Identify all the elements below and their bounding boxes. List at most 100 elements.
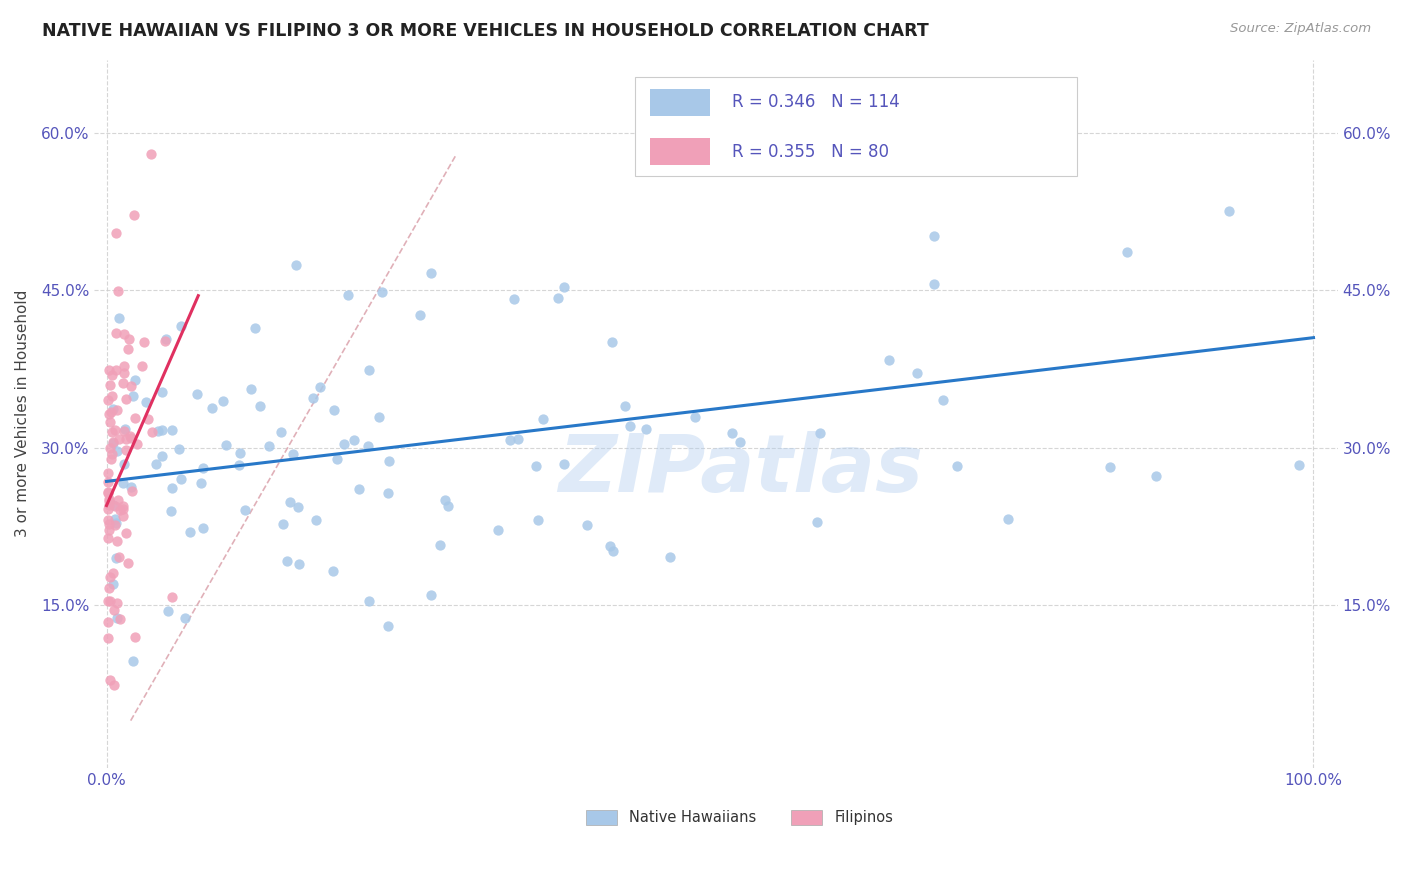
Point	[101, 435, 124, 450]
Point	[228, 458, 250, 473]
Point	[287, 500, 309, 514]
Text: R = 0.346   N = 114: R = 0.346 N = 114	[733, 93, 900, 112]
Point	[683, 409, 706, 424]
Point	[98, 363, 121, 377]
Point	[721, 426, 744, 441]
Point	[191, 521, 214, 535]
Point	[808, 426, 831, 441]
Point	[153, 334, 176, 348]
Point	[377, 486, 399, 500]
Point	[233, 503, 256, 517]
Point	[148, 424, 170, 438]
Point	[97, 475, 120, 490]
Point	[527, 513, 550, 527]
Point	[486, 523, 509, 537]
Point	[97, 494, 120, 508]
Point	[97, 513, 120, 527]
Point	[98, 593, 121, 607]
Point	[371, 285, 394, 299]
Point	[112, 457, 135, 471]
Point	[135, 394, 157, 409]
Point	[98, 415, 121, 429]
Point	[326, 452, 349, 467]
Point	[115, 525, 138, 540]
Point	[112, 359, 135, 373]
Point	[97, 531, 120, 545]
FancyBboxPatch shape	[650, 138, 710, 165]
Point	[112, 366, 135, 380]
FancyBboxPatch shape	[790, 810, 821, 825]
Point	[229, 446, 252, 460]
Point	[125, 437, 148, 451]
Point	[115, 392, 138, 406]
Point	[104, 511, 127, 525]
Point	[997, 512, 1019, 526]
Point	[273, 517, 295, 532]
Point	[98, 377, 121, 392]
Point	[503, 292, 526, 306]
Point	[98, 516, 121, 531]
Text: Native Hawaiians: Native Hawaiians	[628, 810, 756, 825]
Point	[193, 460, 215, 475]
Point	[877, 352, 900, 367]
Point	[333, 437, 356, 451]
Point	[101, 368, 124, 382]
Point	[1098, 459, 1121, 474]
Point	[97, 485, 120, 500]
Point	[105, 326, 128, 341]
Point	[117, 333, 139, 347]
Point	[107, 549, 129, 564]
FancyBboxPatch shape	[650, 88, 710, 116]
Point	[499, 433, 522, 447]
Point	[377, 619, 399, 633]
Point	[357, 438, 380, 452]
Point	[105, 516, 128, 531]
Point	[108, 612, 131, 626]
Point	[98, 407, 121, 421]
Point	[97, 615, 120, 630]
Point	[100, 405, 122, 419]
Point	[115, 442, 138, 457]
Point	[101, 435, 124, 450]
Point	[105, 443, 128, 458]
Point	[349, 483, 371, 497]
Point	[434, 493, 457, 508]
Point	[105, 403, 128, 417]
Point	[186, 387, 208, 401]
Point	[159, 504, 181, 518]
Point	[806, 516, 828, 530]
Point	[98, 523, 121, 537]
Point	[308, 380, 330, 394]
Point	[245, 321, 267, 335]
Point	[150, 385, 173, 400]
Point	[121, 484, 143, 499]
Point	[122, 389, 145, 403]
Point	[132, 334, 155, 349]
Point	[104, 363, 127, 377]
Point	[240, 382, 263, 396]
Point	[97, 632, 120, 646]
Point	[342, 434, 364, 448]
Point	[150, 423, 173, 437]
Point	[301, 391, 323, 405]
Point	[174, 611, 197, 625]
Point	[101, 576, 124, 591]
Point	[112, 376, 135, 390]
Point	[278, 495, 301, 509]
Point	[553, 279, 575, 293]
Point	[305, 513, 328, 527]
Point	[124, 373, 146, 387]
Point	[110, 503, 132, 517]
Point	[619, 418, 641, 433]
Point	[97, 502, 120, 516]
Point	[420, 588, 443, 602]
Point	[531, 412, 554, 426]
Point	[728, 435, 751, 450]
Point	[98, 491, 121, 506]
Point	[160, 423, 183, 437]
Point	[368, 410, 391, 425]
Point	[105, 533, 128, 548]
Point	[150, 449, 173, 463]
Point	[111, 509, 134, 524]
Point	[118, 429, 141, 443]
